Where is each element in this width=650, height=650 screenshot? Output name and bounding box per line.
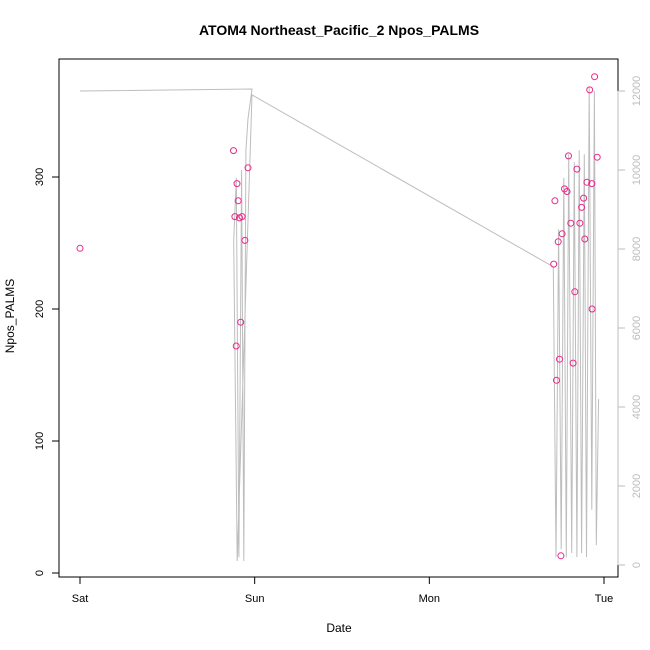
- data-point: [563, 188, 571, 195]
- right-axis: 0 2000 4000 6000 8000 10000 12000: [617, 76, 643, 568]
- plot-frame: [58, 58, 619, 578]
- data-point: [565, 152, 572, 160]
- chart-title: ATOM4 Northeast_Pacific_2 Npos_PALMS: [199, 22, 479, 38]
- data-point: [232, 342, 240, 350]
- line-layer: [79, 87, 600, 562]
- data-point: [578, 203, 586, 211]
- right-tick-label: 0: [631, 562, 643, 568]
- data-point: [76, 244, 84, 252]
- data-point: [588, 305, 596, 313]
- data-point: [593, 153, 601, 161]
- right-tick-label: 10000: [631, 155, 643, 186]
- data-point: [580, 194, 588, 202]
- left-tick-label: 300: [34, 168, 46, 186]
- data-point: [581, 235, 589, 243]
- x-tick-label: Tue: [595, 593, 614, 605]
- data-point: [237, 318, 245, 326]
- series-line: [79, 87, 600, 562]
- data-point: [586, 86, 594, 94]
- y-axis-label: Npos_PALMS: [3, 279, 17, 353]
- data-point: [553, 376, 560, 384]
- data-point: [558, 230, 566, 238]
- data-point: [588, 180, 596, 188]
- x-tick-label: Sun: [245, 593, 265, 605]
- data-point: [244, 164, 252, 172]
- data-point: [231, 213, 239, 221]
- data-point: [576, 219, 584, 227]
- data-point: [557, 552, 565, 560]
- data-point: [571, 288, 579, 296]
- left-tick-label: 0: [34, 570, 46, 576]
- right-tick-label: 6000: [631, 316, 643, 340]
- data-point: [550, 260, 558, 268]
- x-axis: Sat Sun Mon Tue: [72, 576, 614, 605]
- x-axis-label: Date: [326, 621, 352, 635]
- data-point: [238, 213, 246, 221]
- right-tick-label: 2000: [631, 474, 643, 498]
- left-axis: 0 100 200 300: [34, 168, 60, 576]
- x-tick-label: Mon: [419, 593, 440, 605]
- right-tick-label: 12000: [631, 76, 643, 107]
- data-point: [573, 165, 581, 173]
- data-point: [554, 238, 562, 246]
- data-point: [583, 178, 591, 186]
- data-point: [234, 197, 242, 205]
- data-point: [591, 73, 599, 81]
- data-point: [551, 197, 559, 205]
- x-tick-label: Sat: [72, 593, 89, 605]
- data-point: [569, 359, 577, 367]
- right-tick-label: 8000: [631, 237, 643, 261]
- data-point: [233, 180, 241, 188]
- data-point: [230, 147, 237, 155]
- data-point: [556, 355, 563, 363]
- right-tick-label: 4000: [631, 395, 643, 419]
- data-point: [241, 236, 249, 244]
- left-tick-label: 200: [34, 300, 46, 318]
- data-point: [567, 219, 575, 227]
- points-layer: [76, 73, 601, 560]
- left-tick-label: 100: [34, 432, 46, 450]
